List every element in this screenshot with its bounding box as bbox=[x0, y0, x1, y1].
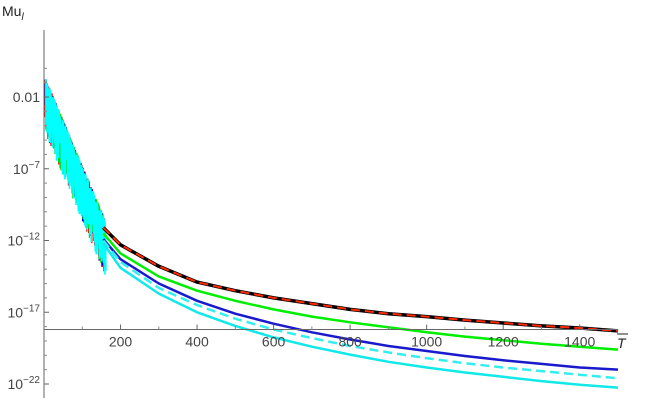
series-line bbox=[102, 239, 619, 380]
x-tick-label: 600 bbox=[262, 333, 286, 349]
oscillation-trace bbox=[45, 79, 107, 275]
series-group bbox=[102, 226, 619, 389]
series-line bbox=[102, 238, 619, 371]
y-tick-label: 0.01 bbox=[13, 89, 40, 105]
x-tick-label: 200 bbox=[109, 333, 133, 349]
series-line bbox=[102, 226, 619, 333]
x-tick-label: 1000 bbox=[411, 333, 442, 349]
x-tick-label: 400 bbox=[185, 333, 209, 349]
y-tick-label: 10−7 bbox=[13, 160, 40, 177]
x-tick-label: 1200 bbox=[488, 333, 519, 349]
x-axis-title: T bbox=[617, 333, 628, 351]
series-line bbox=[102, 242, 619, 389]
x-tick-label: 1400 bbox=[564, 333, 595, 349]
series-line bbox=[102, 232, 619, 351]
oscillation-region bbox=[44, 79, 107, 275]
y-tick-label: 10−22 bbox=[7, 375, 40, 392]
y-tick-label: 10−17 bbox=[7, 303, 40, 320]
series-line bbox=[102, 226, 619, 332]
x-axis-title-text: T bbox=[617, 335, 627, 351]
x-tick-label: 800 bbox=[338, 333, 362, 349]
y-tick-label: 10−12 bbox=[7, 232, 40, 249]
y-axis-title: Mul bbox=[2, 3, 24, 23]
axes bbox=[43, 30, 618, 398]
tick-group: 200 400 600 800 1000 1200 1400 0.01 10−7 10−12 10−… bbox=[7, 67, 596, 392]
